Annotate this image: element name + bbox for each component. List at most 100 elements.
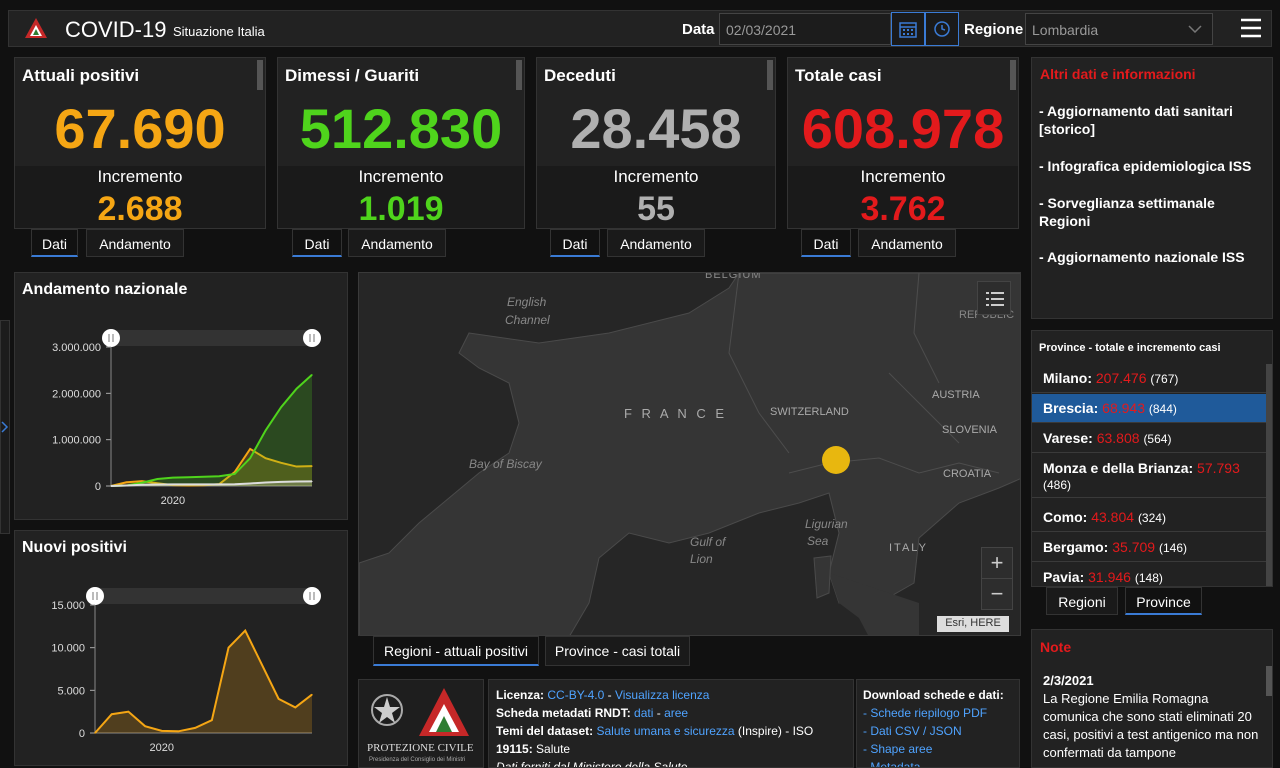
themes-rest: (Inspire) - ISO (737, 724, 814, 738)
y-tick-label: 0 (79, 728, 85, 740)
list-item[interactable]: Pavia: 31.946 (148) (1032, 563, 1266, 586)
data-point (141, 480, 143, 482)
map-label-austria: AUSTRIA (932, 389, 980, 401)
map-legend-button[interactable] (977, 281, 1011, 315)
range-handle-start[interactable] (86, 587, 104, 605)
link-aggiornamento-dati[interactable]: - Aggiornamento dati sanitari [storico] (1039, 103, 1233, 137)
range-slider-track[interactable] (111, 330, 312, 346)
list-item[interactable]: Bergamo: 35.709 (146) (1032, 533, 1266, 562)
list-item[interactable]: Como: 43.804 (324) (1032, 503, 1266, 532)
zoom-in-button[interactable]: + (981, 547, 1013, 579)
map-label-france: F R A N C E (624, 406, 728, 421)
side-panel-handle[interactable] (0, 320, 10, 534)
data-point (203, 483, 205, 485)
list-icon (986, 292, 1004, 306)
date-input[interactable]: 02/03/2021 (719, 13, 891, 45)
province-name: Brescia: (1043, 400, 1099, 416)
download-shape-link[interactable]: - Shape aree (863, 742, 933, 756)
tab-andamento[interactable]: Andamento (348, 229, 446, 257)
map-basemap (359, 273, 1020, 635)
data-point (311, 465, 313, 467)
data-point (249, 457, 251, 459)
map-label-switzerland: SWITZERLAND (770, 406, 849, 418)
province-total: 43.804 (1091, 509, 1135, 525)
chevron-right-icon (1, 421, 9, 433)
link-infografica-iss[interactable]: - Infografica epidemiologica ISS (1039, 158, 1252, 174)
map-label-ligurian-line2: Sea (807, 534, 829, 548)
card-increment-value: 1.019 (358, 190, 444, 228)
tab-dati[interactable]: Dati (801, 229, 851, 257)
tab-andamento[interactable]: Andamento (858, 229, 956, 257)
data-point (187, 476, 189, 478)
calendar-button[interactable] (891, 12, 925, 46)
tab-province-casi-totali[interactable]: Province - casi totali (545, 636, 690, 666)
data-point (294, 706, 296, 708)
data-point (172, 477, 174, 479)
card-scrollbar[interactable] (767, 60, 773, 90)
card-increment-area (278, 166, 524, 228)
data-point (280, 462, 282, 464)
tab-andamento[interactable]: Andamento (86, 229, 184, 257)
province-name: Milano: (1043, 370, 1092, 386)
download-pdf-link[interactable]: - Schede riepilogo PDF (863, 706, 988, 720)
hamburger-menu-icon[interactable] (1240, 18, 1262, 38)
download-csv-link[interactable]: - Dati CSV / JSON (863, 724, 962, 738)
link-aggiornamento-nazionale[interactable]: - Aggiornamento nazionale ISS (1039, 249, 1245, 265)
card-scrollbar[interactable] (1010, 60, 1016, 90)
card-scrollbar[interactable] (257, 60, 263, 90)
range-slider-track[interactable] (95, 588, 312, 604)
x-tick-label: 2020 (150, 742, 174, 754)
data-point (311, 480, 313, 483)
data-point (110, 485, 112, 487)
download-metadata-link[interactable]: - Metadata (863, 760, 921, 768)
x-tick-label: 2020 (161, 495, 185, 507)
range-handle-end[interactable] (303, 587, 321, 605)
province-increment: (486) (1043, 478, 1072, 492)
data-point (144, 725, 146, 727)
themes-link[interactable]: Salute umana e sicurezza (596, 724, 735, 738)
card-increment-value: 55 (637, 190, 675, 228)
tab-regioni[interactable]: Regioni (1046, 587, 1118, 615)
card-deceduti: Deceduti 28.458 Incremento 55 (536, 57, 776, 229)
data-point (127, 711, 129, 713)
chart-nuovi-positivi: Nuovi positivi 15.000 10.000 5.000 0 2020 (14, 530, 348, 766)
link-sorveglianza-settimanale[interactable]: - Sorveglianza settimanale Regioni (1039, 195, 1215, 229)
protezione-civile-logo-icon (25, 18, 47, 38)
list-item[interactable]: Milano: 207.476 (767) (1032, 364, 1266, 393)
time-button[interactable] (925, 12, 959, 46)
tab-dati[interactable]: Dati (31, 229, 78, 257)
note-scrollbar[interactable] (1266, 666, 1272, 696)
tab-andamento[interactable]: Andamento (607, 229, 705, 257)
map-label-italy: ITALY (889, 542, 928, 554)
tab-province[interactable]: Province (1125, 587, 1202, 615)
tab-regioni-attuali-positivi[interactable]: Regioni - attuali positivi (373, 636, 539, 666)
map-attribution: Esri, HERE (937, 616, 1009, 632)
range-handle-end[interactable] (303, 329, 321, 347)
data-point (187, 483, 189, 485)
map-view[interactable]: BELGIUM English Channel F R A N C E SWIT… (358, 272, 1021, 636)
zoom-out-button[interactable]: − (981, 578, 1013, 610)
metadata-aree-link[interactable]: aree (664, 706, 689, 720)
license-link[interactable]: CC-BY-4.0 (547, 688, 605, 702)
list-item[interactable]: Brescia: 68.943 (844) (1032, 394, 1266, 423)
view-license-link[interactable]: Visualizza licenza (614, 688, 710, 702)
province-increment: (324) (1137, 511, 1166, 525)
card-scrollbar[interactable] (516, 60, 522, 90)
data-point (278, 698, 280, 700)
tab-dati[interactable]: Dati (292, 229, 342, 257)
tab-dati[interactable]: Dati (550, 229, 600, 257)
metadata-dati-link[interactable]: dati (634, 706, 654, 720)
card-increment-label: Incremento (97, 167, 183, 186)
range-handle-start[interactable] (102, 329, 120, 347)
province-scrollbar[interactable] (1266, 364, 1272, 586)
iso-value: Salute (536, 742, 571, 756)
list-item[interactable]: Varese: 63.808 (564) (1032, 424, 1266, 453)
card-value: 512.830 (299, 97, 503, 160)
map-label-belgium: BELGIUM (705, 272, 762, 281)
data-point (295, 480, 298, 483)
region-select[interactable]: Lombardia (1025, 13, 1213, 45)
protezione-civile-icon (419, 688, 469, 736)
province-list[interactable]: Milano: 207.476 (767) Brescia: 68.943 (8… (1032, 364, 1266, 586)
list-item[interactable]: Monza e della Brianza: 57.793 (486) (1032, 454, 1266, 498)
info-heading: Altri dati e informazioni (1040, 66, 1196, 82)
